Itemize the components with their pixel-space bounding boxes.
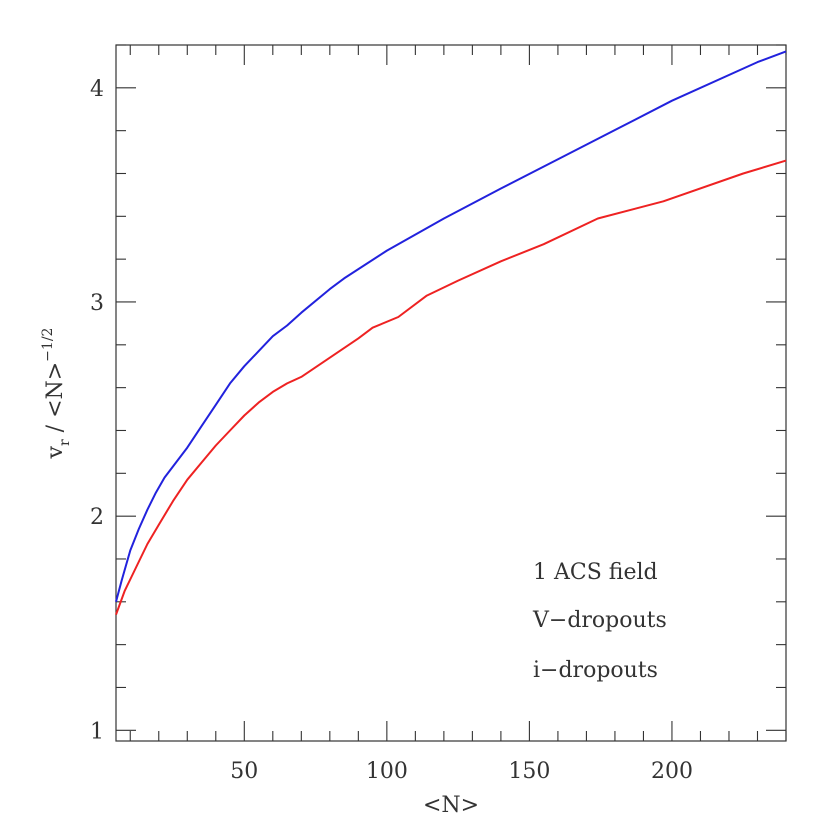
y-tick-label: 1 <box>90 719 104 744</box>
x-tick-label: 200 <box>651 759 693 784</box>
axis-ticks <box>116 44 787 741</box>
series-line-i-dropouts <box>115 50 787 603</box>
plot-frame <box>115 44 787 742</box>
x-tick-label: 100 <box>366 759 408 784</box>
x-tick-labels: 50 100 150 200 <box>230 759 693 784</box>
y-tick-labels: 1 2 3 4 <box>90 77 104 744</box>
series-lines <box>115 50 787 615</box>
x-axis-label: <N> <box>423 793 479 818</box>
y-tick-label: 2 <box>90 505 104 530</box>
series-line-v-dropouts <box>115 159 787 615</box>
legend-i-dropouts: i−dropouts <box>533 658 658 683</box>
annotation-field: 1 ACS field <box>533 560 658 585</box>
y-tick-label: 4 <box>90 77 104 102</box>
y-axis-label: vr / <N>−1/2 <box>40 328 73 460</box>
x-tick-label: 150 <box>508 759 550 784</box>
y-tick-label: 3 <box>90 291 104 316</box>
legend-v-dropouts: V−dropouts <box>532 608 667 633</box>
x-tick-label: 50 <box>230 759 258 784</box>
